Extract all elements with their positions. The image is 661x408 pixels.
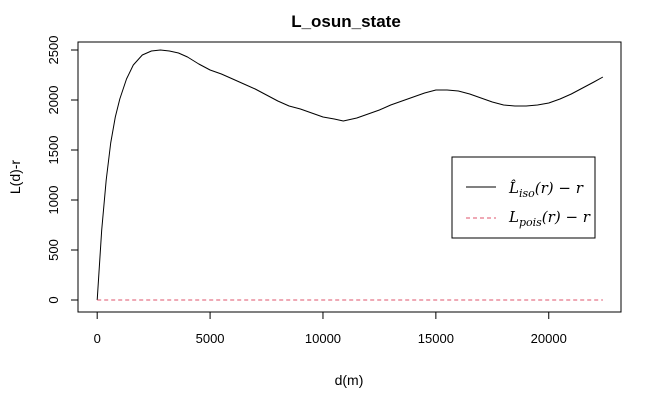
x-axis-title: d(m) xyxy=(335,372,364,388)
y-tick-label: 1000 xyxy=(46,186,61,215)
legend-iso-main: L̂ xyxy=(508,179,519,197)
x-tick-label: 5000 xyxy=(196,331,225,346)
legend-iso-sub: iso xyxy=(519,187,535,200)
legend-pois-tail: (r) − r xyxy=(542,208,591,226)
legend-pois-main: L xyxy=(508,208,519,226)
y-axis-title: L(d)-r xyxy=(7,160,23,195)
legend-pois-sub: pois xyxy=(519,216,542,229)
y-tick-label: 2500 xyxy=(46,36,61,65)
legend-box xyxy=(451,156,596,239)
y-tick-label: 500 xyxy=(46,239,61,261)
x-tick-label: 10000 xyxy=(305,331,341,346)
series-line-iso xyxy=(96,49,604,301)
y-tick-label: 0 xyxy=(46,296,61,303)
series-layer xyxy=(96,49,604,301)
legend-label-iso: L̂iso(r) − r xyxy=(508,179,584,200)
x-tick-label: 0 xyxy=(94,331,101,346)
x-tick-label: 15000 xyxy=(418,331,454,346)
legend: L̂iso(r) − r Lpois(r) − r xyxy=(451,156,596,239)
legend-label-pois: Lpois(r) − r xyxy=(508,208,591,229)
x-tick-label: 20000 xyxy=(531,331,567,346)
legend-iso-tail: (r) − r xyxy=(535,179,584,197)
chart-title: L_osun_state xyxy=(291,12,401,31)
y-tick-label: 2000 xyxy=(46,86,61,115)
y-tick-label: 1500 xyxy=(46,136,61,165)
y-axis: 0 500 1000 1500 2000 2500 xyxy=(46,36,79,304)
x-axis: 0 5000 10000 15000 20000 xyxy=(94,311,567,346)
